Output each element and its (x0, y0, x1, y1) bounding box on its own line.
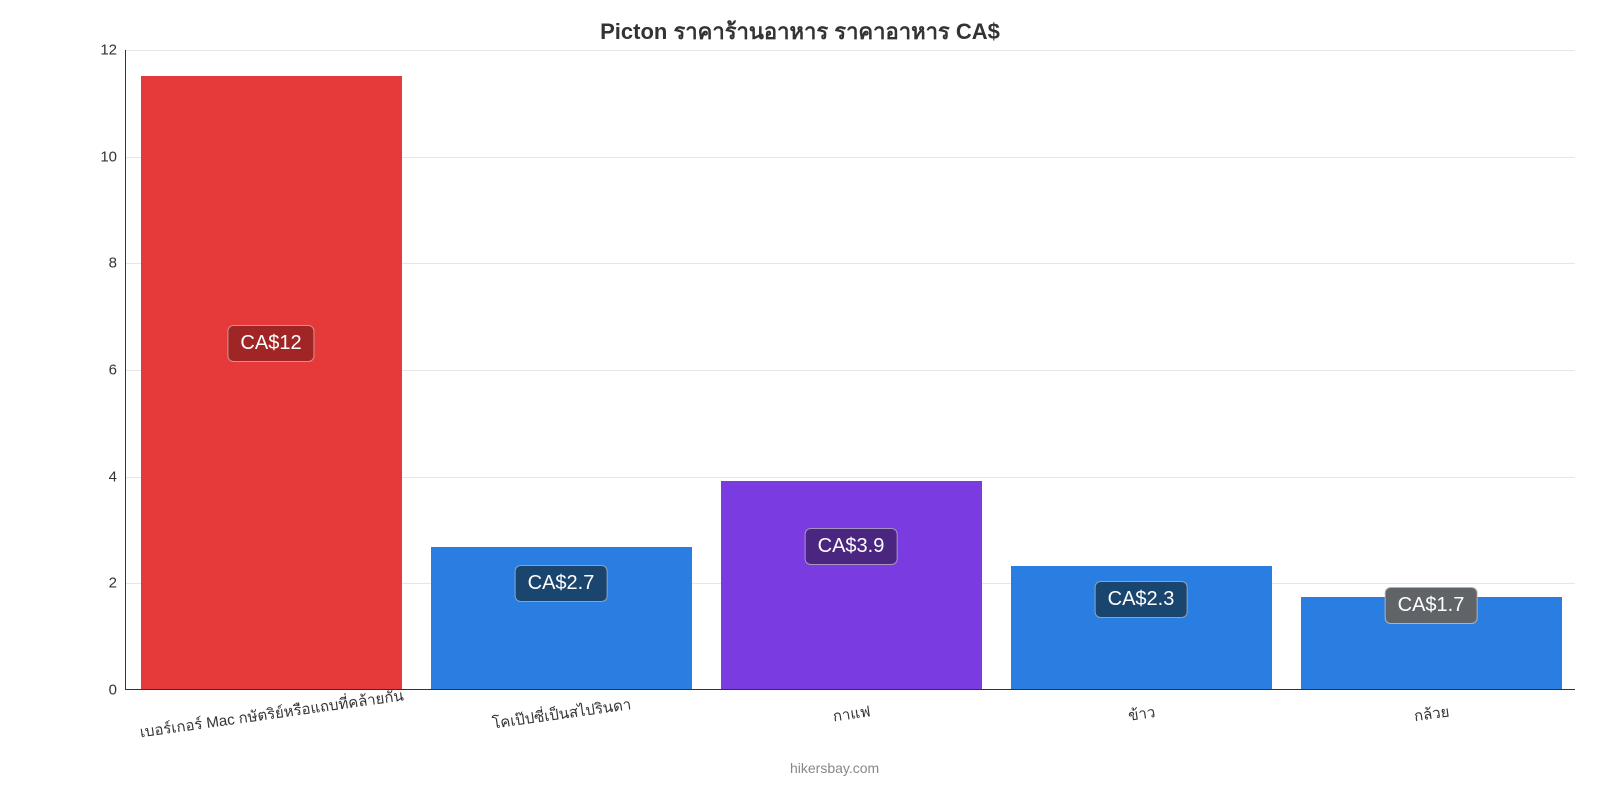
y-tick-label: 4 (85, 468, 117, 485)
bar-value-badge: CA$3.9 (805, 528, 898, 565)
gridline (126, 50, 1575, 51)
chart-title: Picton ราคาร้านอาหาร ราคาอาหาร CA$ (0, 14, 1600, 49)
x-tick-label: ข้าว (1127, 700, 1157, 728)
bar-value-badge: CA$2.3 (1095, 581, 1188, 618)
plot-area: CA$12 CA$2.7 CA$3.9 CA$2.3 CA$1.7 (125, 50, 1575, 690)
bar (141, 76, 402, 689)
bar-value-badge: CA$12 (227, 325, 314, 362)
x-tick-label: กาแฟ (831, 699, 872, 728)
y-tick-label: 6 (85, 362, 117, 379)
y-tick-label: 12 (85, 42, 117, 59)
x-tick-label: โคเป๊ปซี่เป็นสไปรินดา (491, 692, 633, 735)
bar-value-badge: CA$1.7 (1385, 587, 1478, 624)
attribution-text: hikersbay.com (790, 760, 879, 776)
y-tick-label: 0 (85, 682, 117, 699)
x-tick-label: กล้วย (1412, 700, 1450, 729)
x-tick-label: เบอร์เกอร์ Mac กษัตริย์หรือแถบที่คล้ายกั… (138, 683, 405, 744)
y-tick-label: 2 (85, 575, 117, 592)
price-bar-chart: Picton ราคาร้านอาหาร ราคาอาหาร CA$ CA$12… (0, 0, 1600, 800)
bar-value-badge: CA$2.7 (515, 565, 608, 602)
y-tick-label: 10 (85, 148, 117, 165)
bar (721, 481, 982, 689)
y-tick-label: 8 (85, 255, 117, 272)
